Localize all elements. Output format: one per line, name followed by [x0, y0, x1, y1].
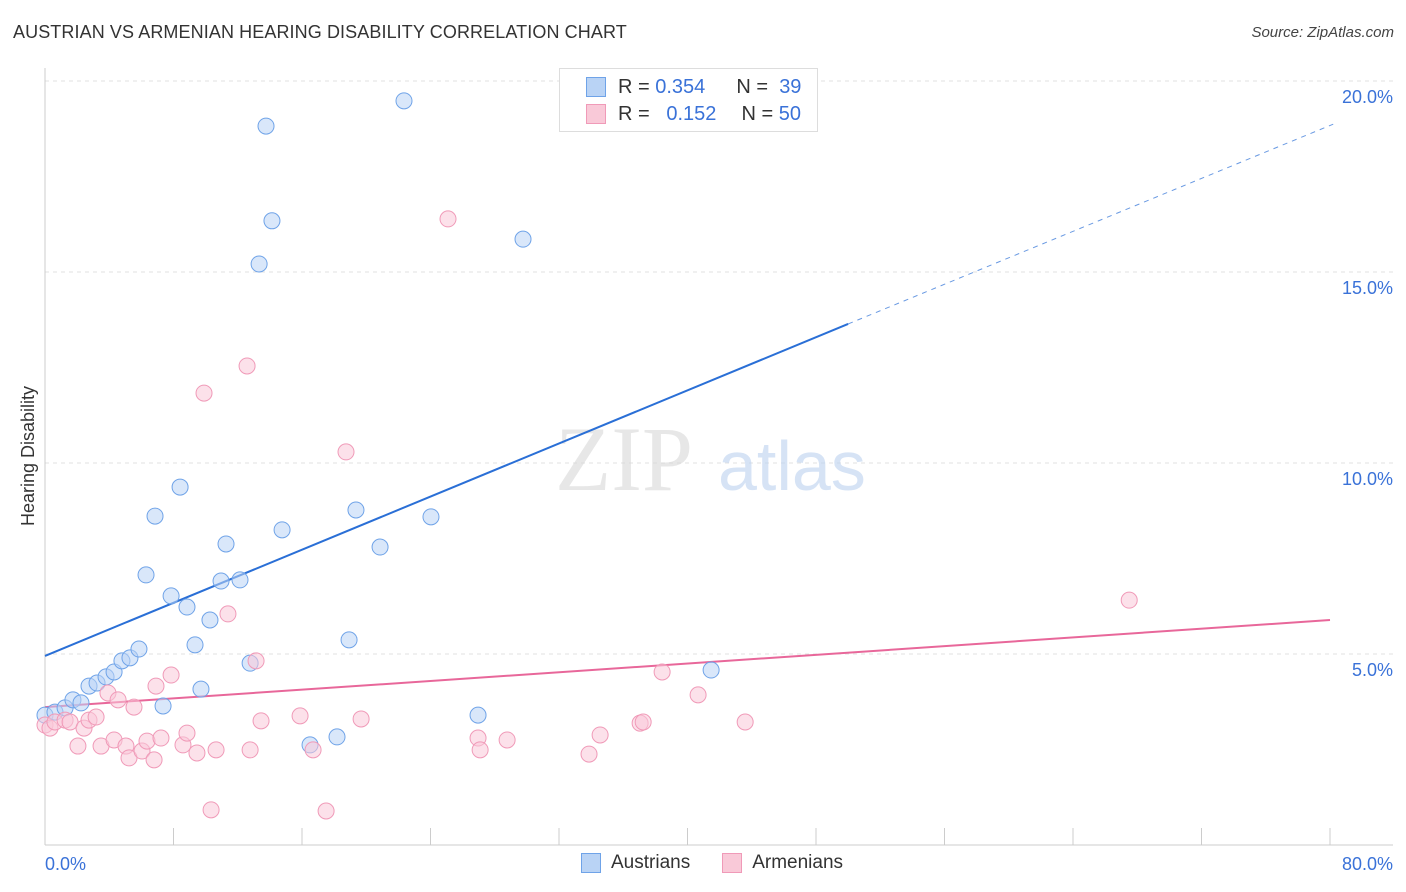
austrians-point — [137, 566, 155, 584]
armenians-point — [147, 677, 165, 695]
armenians-point — [138, 732, 156, 750]
austrians-point — [231, 571, 249, 589]
armenians-point — [202, 801, 220, 819]
y-tick-label: 5.0% — [1352, 660, 1393, 680]
armenians-trend-line — [44, 619, 1331, 709]
austrians-swatch — [581, 853, 601, 873]
austrians-point — [395, 92, 413, 110]
austrians-point — [422, 508, 440, 526]
armenians-point — [498, 731, 516, 749]
armenians-point — [337, 443, 355, 461]
austrians-trend-extension — [847, 123, 1334, 325]
austrians-point — [328, 728, 346, 746]
austrians-point — [192, 680, 210, 698]
armenians-point — [247, 652, 265, 670]
y-tick-label: 20.0% — [1342, 87, 1393, 107]
austrians-point — [162, 587, 180, 605]
armenians-point — [591, 726, 609, 744]
austrians-point — [217, 535, 235, 553]
austrians-point — [130, 640, 148, 658]
r-label: R = — [618, 102, 650, 125]
austrians-point — [514, 230, 532, 248]
y-axis-label: Hearing Disability — [18, 386, 38, 526]
armenians-point — [219, 605, 237, 623]
armenians-point — [689, 686, 707, 704]
armenians-point — [152, 729, 170, 747]
n-label: N = — [736, 75, 769, 98]
armenians-point — [188, 744, 206, 762]
armenians-point — [736, 713, 754, 731]
austrians-swatch — [586, 77, 606, 97]
r-value: 0.152 — [666, 102, 717, 125]
austrians-point — [347, 501, 365, 519]
austrians-point — [257, 117, 275, 135]
armenians-point — [439, 210, 457, 228]
watermark: ZIP — [555, 408, 693, 510]
x-tick-label: 0.0% — [45, 854, 86, 874]
armenians-point — [653, 663, 671, 681]
armenians-swatch — [586, 104, 606, 124]
y-tick-label: 15.0% — [1342, 278, 1393, 298]
armenians-point — [241, 741, 259, 759]
armenians-point — [291, 707, 309, 725]
armenians-point — [125, 698, 143, 716]
austrians-point — [154, 697, 172, 715]
austrians-point — [178, 598, 196, 616]
legend-armenians: Armenians — [752, 852, 844, 873]
austrians-trend-line — [44, 323, 849, 657]
armenians-point — [580, 745, 598, 763]
legend: R = 0.354 N = 39 R = 0.152 N = 50 — [559, 68, 818, 132]
armenians-point — [471, 741, 489, 759]
armenians-point — [178, 724, 196, 742]
austrians-point — [371, 538, 389, 556]
austrians-point — [340, 631, 358, 649]
x-tick-label: 80.0% — [1342, 854, 1393, 874]
n-label: N = — [741, 102, 774, 125]
austrians-point — [146, 507, 164, 525]
austrians-point — [469, 706, 487, 724]
n-value: 50 — [778, 102, 801, 125]
austrians-point — [273, 521, 291, 539]
chart-title: AUSTRIAN VS ARMENIAN HEARING DISABILITY … — [13, 22, 627, 42]
legend-austrians: Austrians — [611, 852, 691, 873]
austrians-point — [702, 661, 720, 679]
armenians-point — [317, 802, 335, 820]
armenians-point — [87, 708, 105, 726]
chart-source: Source: ZipAtlas.com — [1251, 24, 1394, 41]
armenians-point — [634, 713, 652, 731]
r-value: 0.354 — [655, 75, 706, 98]
armenians-point — [120, 749, 138, 767]
austrians-point — [171, 478, 189, 496]
y-tick-label: 10.0% — [1342, 469, 1393, 489]
legend-row-armenians: R = 0.152 N = 50 — [586, 101, 801, 127]
austrians-point — [250, 255, 268, 273]
austrians-point — [263, 212, 281, 230]
armenians-point — [109, 691, 127, 709]
armenians-swatch — [722, 853, 743, 873]
austrians-point — [72, 694, 90, 712]
armenians-point — [352, 710, 370, 728]
armenians-point — [252, 712, 270, 730]
series-legend: Austrians Armenians — [581, 852, 843, 874]
austrians-point — [201, 611, 219, 629]
armenians-point — [61, 713, 79, 731]
r-label: R = — [618, 75, 650, 98]
armenians-point — [69, 737, 87, 755]
armenians-point — [145, 751, 163, 769]
armenians-point — [207, 741, 225, 759]
austrians-point — [186, 636, 204, 654]
armenians-point — [195, 384, 213, 402]
armenians-point — [238, 357, 256, 375]
armenians-point — [1120, 591, 1138, 609]
watermark-atlas: atlas — [718, 427, 866, 505]
austrians-point — [212, 572, 230, 590]
n-value: 39 — [779, 75, 802, 98]
armenians-point — [162, 666, 180, 684]
legend-row-austrians: R = 0.354 N = 39 — [586, 74, 801, 100]
armenians-point — [304, 741, 322, 759]
